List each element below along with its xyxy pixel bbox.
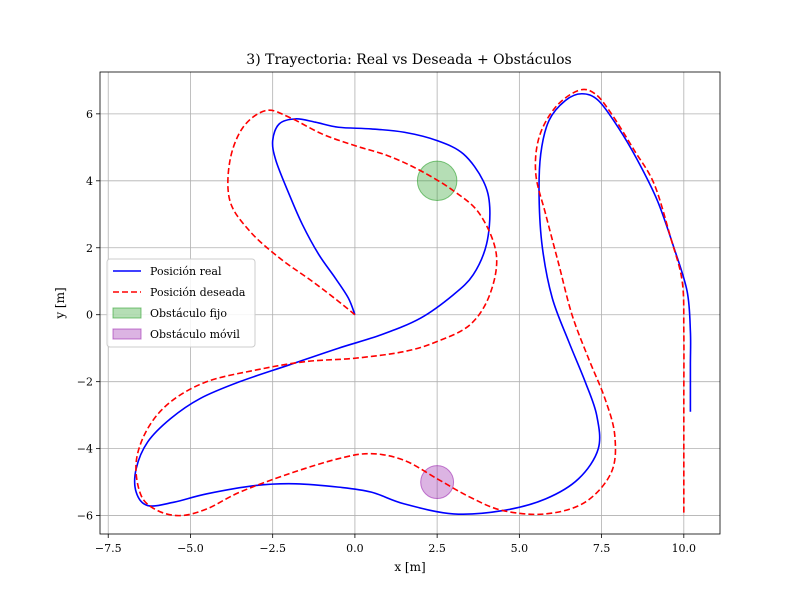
legend-label: Obstáculo fijo (150, 307, 227, 320)
x-tick-label: −7.5 (95, 542, 122, 555)
legend-label: Obstáculo móvil (150, 328, 240, 341)
real-trajectory-line (133, 92, 692, 516)
y-tick-label: −2 (77, 376, 93, 389)
y-tick-label: 6 (86, 108, 93, 121)
y-tick-label: −6 (77, 510, 93, 523)
y-tick-label: −4 (77, 443, 93, 456)
legend: Posición real Posición deseada Obstáculo f… (106, 258, 256, 348)
x-tick-label: −2.5 (259, 542, 286, 555)
y-axis-label: y [m] (53, 287, 67, 319)
desired-trajectory-line (135, 88, 685, 517)
series-layer (133, 88, 692, 517)
x-axis-label: x [m] (394, 560, 425, 574)
legend-label: Posición deseada (150, 286, 246, 299)
plot-frame (99, 71, 721, 535)
legend-box (106, 258, 256, 348)
x-tick-label: 2.5 (428, 542, 446, 555)
x-axis-ticks: −7.5 −5.0 −2.5 0.0 2.5 5.0 7.5 10.0 (95, 534, 696, 555)
y-axis-ticks: −6 −4 −2 0 2 4 6 (77, 108, 100, 523)
legend-swatch-patch (112, 328, 142, 340)
y-tick-label: 2 (86, 242, 93, 255)
x-tick-label: −5.0 (177, 542, 204, 555)
x-tick-label: 7.5 (593, 542, 611, 555)
legend-label: Posición real (150, 265, 222, 278)
x-tick-label: 5.0 (511, 542, 529, 555)
x-tick-label: 10.0 (672, 542, 697, 555)
legend-swatch-patch (112, 307, 142, 319)
obstacle-circle (420, 465, 455, 500)
legend-items: Posición real Posición deseada Obstáculo f… (112, 265, 246, 341)
chart-title: 3) Trayectoria: Real vs Deseada + Obstác… (246, 52, 571, 68)
y-tick-label: 0 (86, 309, 93, 322)
y-tick-label: 4 (86, 175, 93, 188)
x-tick-label: 0.0 (346, 542, 364, 555)
